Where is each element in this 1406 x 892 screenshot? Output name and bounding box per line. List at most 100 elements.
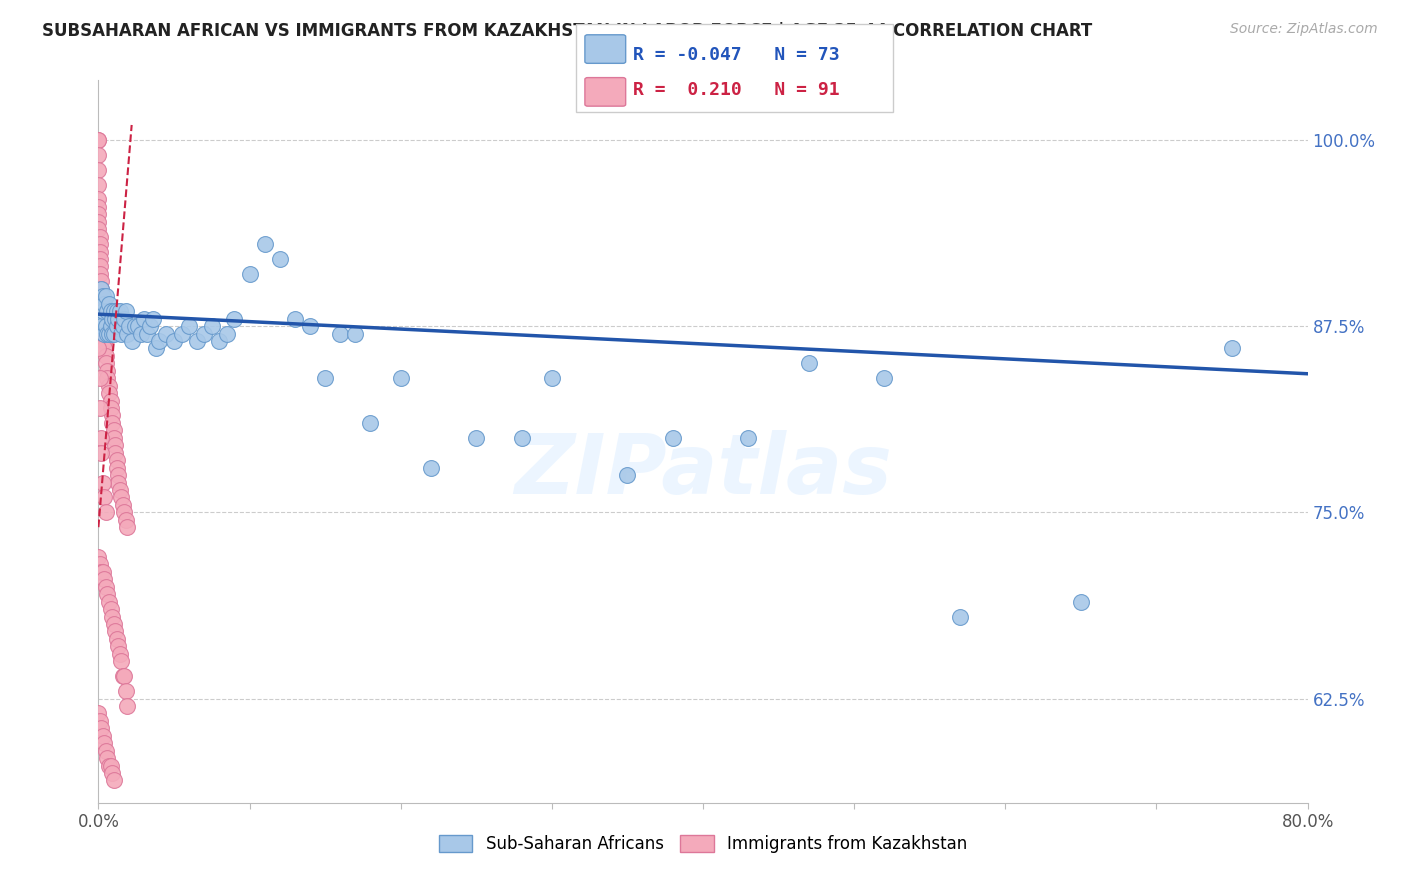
Point bbox=[100, 393, 122, 408]
Point bbox=[108, 483, 131, 497]
Point bbox=[269, 252, 291, 266]
Point bbox=[89, 371, 111, 385]
Point bbox=[112, 505, 135, 519]
Point bbox=[87, 200, 110, 214]
Point bbox=[465, 431, 488, 445]
Point bbox=[105, 632, 128, 646]
Point bbox=[91, 729, 114, 743]
Point bbox=[93, 491, 115, 505]
Point bbox=[111, 498, 134, 512]
Point bbox=[90, 319, 112, 334]
Point bbox=[115, 326, 138, 341]
Point bbox=[90, 721, 112, 735]
Point bbox=[96, 304, 118, 318]
Point bbox=[540, 371, 562, 385]
Point bbox=[93, 736, 115, 750]
Point bbox=[114, 684, 136, 698]
Point bbox=[101, 326, 124, 341]
Point bbox=[87, 311, 110, 326]
Point bbox=[96, 751, 118, 765]
Point bbox=[139, 319, 162, 334]
Point bbox=[87, 133, 110, 147]
Point bbox=[121, 334, 143, 348]
Point bbox=[87, 207, 110, 221]
Point bbox=[155, 326, 177, 341]
Point bbox=[89, 714, 111, 728]
Point bbox=[90, 565, 112, 579]
Point bbox=[94, 349, 117, 363]
Point bbox=[96, 364, 118, 378]
Text: R = -0.047   N = 73: R = -0.047 N = 73 bbox=[633, 46, 839, 64]
Point bbox=[94, 580, 117, 594]
Point bbox=[129, 326, 152, 341]
Point bbox=[179, 319, 201, 334]
Point bbox=[91, 319, 114, 334]
Point bbox=[87, 706, 110, 721]
Point bbox=[420, 460, 443, 475]
Point bbox=[101, 311, 124, 326]
Point bbox=[93, 572, 115, 586]
Point bbox=[93, 326, 115, 341]
Point bbox=[1220, 342, 1243, 356]
Point bbox=[284, 311, 307, 326]
Point bbox=[314, 371, 336, 385]
Point bbox=[87, 193, 110, 207]
Point bbox=[163, 334, 186, 348]
Point bbox=[87, 342, 110, 356]
Legend: Sub-Saharan Africans, Immigrants from Kazakhstan: Sub-Saharan Africans, Immigrants from Ka… bbox=[432, 828, 974, 860]
Point bbox=[90, 282, 112, 296]
Point bbox=[90, 289, 112, 303]
Point bbox=[114, 304, 136, 318]
Point bbox=[103, 431, 125, 445]
Point bbox=[145, 342, 167, 356]
Point bbox=[344, 326, 367, 341]
Point bbox=[87, 222, 110, 236]
Point bbox=[616, 468, 638, 483]
Point bbox=[98, 326, 121, 341]
Point bbox=[110, 326, 132, 341]
Point bbox=[299, 319, 322, 334]
Point bbox=[90, 282, 112, 296]
Point bbox=[111, 669, 134, 683]
Text: ZIPatlas: ZIPatlas bbox=[515, 430, 891, 511]
Point bbox=[103, 617, 125, 632]
Point bbox=[89, 229, 111, 244]
Point bbox=[193, 326, 215, 341]
Point bbox=[108, 304, 131, 318]
Point bbox=[104, 438, 127, 452]
Point bbox=[103, 423, 125, 437]
Point bbox=[104, 446, 127, 460]
Point bbox=[100, 304, 122, 318]
Point bbox=[87, 549, 110, 564]
Point bbox=[90, 274, 112, 288]
Point bbox=[93, 334, 115, 348]
Point bbox=[103, 773, 125, 788]
Point bbox=[215, 326, 238, 341]
Point bbox=[93, 326, 115, 341]
Point bbox=[94, 505, 117, 519]
Point bbox=[224, 311, 246, 326]
Point bbox=[94, 356, 117, 370]
Point bbox=[124, 319, 146, 334]
Point bbox=[89, 260, 111, 274]
Point bbox=[89, 311, 111, 326]
Point bbox=[107, 640, 129, 654]
Point bbox=[108, 647, 131, 661]
Point bbox=[91, 565, 114, 579]
Point bbox=[89, 401, 111, 415]
Point bbox=[91, 475, 114, 490]
Text: R =  0.210   N = 91: R = 0.210 N = 91 bbox=[633, 81, 839, 99]
Point bbox=[98, 595, 121, 609]
Point bbox=[94, 289, 117, 303]
Point bbox=[98, 758, 121, 772]
Point bbox=[89, 244, 111, 259]
Point bbox=[360, 416, 382, 430]
Point bbox=[105, 304, 128, 318]
Point bbox=[135, 326, 157, 341]
Point bbox=[87, 148, 110, 162]
Point bbox=[1070, 595, 1092, 609]
Point bbox=[115, 520, 138, 534]
Point bbox=[110, 491, 132, 505]
Point bbox=[89, 267, 111, 281]
Point bbox=[389, 371, 412, 385]
